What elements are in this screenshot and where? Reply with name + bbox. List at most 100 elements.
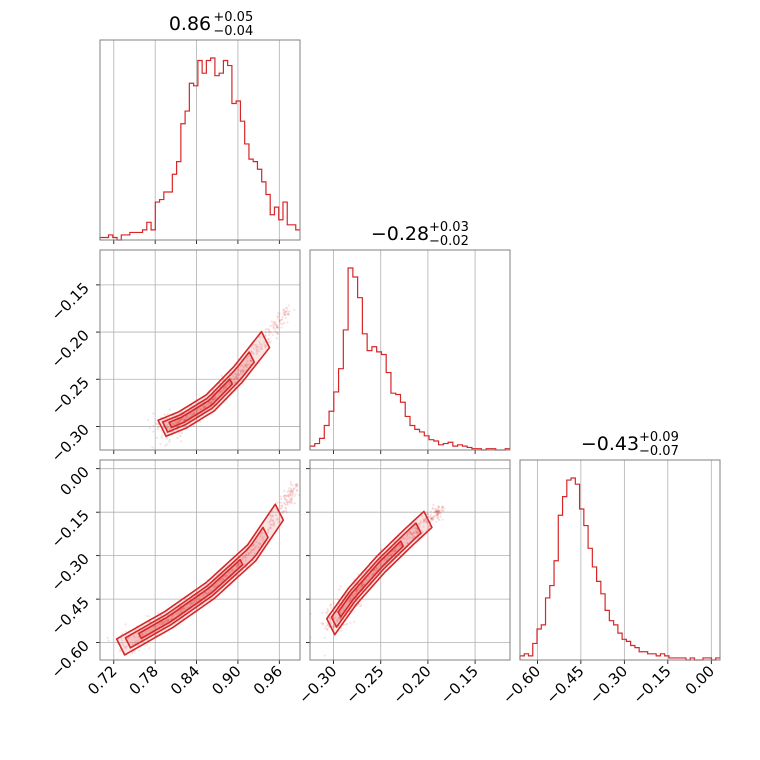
sample-point <box>290 496 294 499</box>
sample-point <box>434 514 438 517</box>
sample-point <box>373 569 376 572</box>
sample-point <box>177 420 180 423</box>
sample-point <box>286 321 289 324</box>
sample-point <box>411 536 414 540</box>
sample-point <box>438 509 441 512</box>
sample-point <box>274 320 277 324</box>
sample-point <box>329 621 333 625</box>
sample-point <box>436 510 440 513</box>
sample-point <box>290 498 293 502</box>
sample-point <box>193 412 196 415</box>
sample-point <box>275 326 278 329</box>
sample-point <box>167 619 170 622</box>
sample-point <box>168 438 171 441</box>
sample-point <box>263 343 266 347</box>
sample-point <box>424 518 427 521</box>
y-tick-label: −0.45 <box>48 593 93 638</box>
sample-point <box>206 403 209 406</box>
axes-frame <box>99 249 301 451</box>
sample-point <box>232 377 235 380</box>
sample-point <box>179 418 182 421</box>
sample-point <box>247 552 250 555</box>
sample-point <box>282 309 285 312</box>
histogram-step <box>519 477 720 661</box>
sample-point <box>203 405 206 409</box>
sample-point <box>278 319 281 322</box>
sample-point <box>269 526 272 529</box>
contour <box>115 503 285 656</box>
sample-point <box>361 582 364 586</box>
sample-point <box>269 527 272 530</box>
sample-point <box>191 413 194 417</box>
sample-point <box>411 533 414 536</box>
sample-point <box>427 516 431 519</box>
sample-point <box>437 507 440 510</box>
sample-point <box>413 532 416 535</box>
sample-point <box>283 313 286 316</box>
sample-point <box>282 312 285 315</box>
sample-point <box>296 485 299 488</box>
sample-point <box>278 313 281 316</box>
sample-point <box>259 347 262 351</box>
sample-point <box>279 322 283 325</box>
sample-point <box>275 326 278 329</box>
sample-point <box>168 440 171 443</box>
sample-point <box>157 426 160 429</box>
sample-point <box>289 490 293 493</box>
sample-point <box>383 558 386 561</box>
sample-point <box>436 513 439 516</box>
sample-point <box>278 319 282 322</box>
contour <box>157 330 271 438</box>
sample-point <box>394 550 397 553</box>
sample-point <box>255 348 258 351</box>
sample-point <box>241 556 244 559</box>
sample-point <box>282 509 285 513</box>
sample-point <box>352 578 355 581</box>
sample-point <box>178 420 181 423</box>
param-title-lower: −0.02 <box>429 234 469 249</box>
sample-point <box>434 510 437 513</box>
x-tick-label: −0.15 <box>629 662 674 707</box>
sample-point <box>329 621 332 624</box>
sample-point <box>203 405 207 408</box>
sample-point <box>384 557 387 560</box>
y-tick-label: −0.20 <box>48 326 93 371</box>
sample-point <box>225 574 228 577</box>
sample-point <box>284 313 287 317</box>
sample-point <box>436 511 439 514</box>
sample-point <box>124 623 127 626</box>
sample-point <box>222 388 225 391</box>
sample-point <box>239 370 242 373</box>
sample-point <box>168 408 171 411</box>
sample-point <box>156 427 159 431</box>
sample-point <box>291 493 294 496</box>
sample-point <box>419 521 422 525</box>
sample-point <box>422 525 425 528</box>
sample-point <box>121 642 124 645</box>
sample-point <box>437 505 440 509</box>
sample-point <box>437 509 440 513</box>
sample-point <box>360 604 363 607</box>
sample-point <box>289 501 293 504</box>
sample-point <box>162 620 166 623</box>
sample-point <box>273 524 276 527</box>
sample-point <box>286 490 289 493</box>
sample-point <box>287 312 290 315</box>
sample-point <box>252 352 255 356</box>
sample-point <box>241 558 244 561</box>
sample-point <box>281 315 284 318</box>
sample-point <box>276 332 279 336</box>
sample-point <box>437 506 441 509</box>
sample-point <box>242 555 245 558</box>
sample-point <box>179 434 182 438</box>
sample-point <box>258 340 261 343</box>
sample-point <box>359 605 362 608</box>
histogram-step <box>309 267 510 451</box>
sample-point <box>121 639 124 642</box>
sample-point <box>233 381 236 384</box>
sample-point <box>216 582 219 585</box>
sample-point <box>270 518 273 522</box>
sample-point <box>289 481 292 484</box>
sample-point <box>283 501 286 504</box>
sample-point <box>427 525 431 528</box>
